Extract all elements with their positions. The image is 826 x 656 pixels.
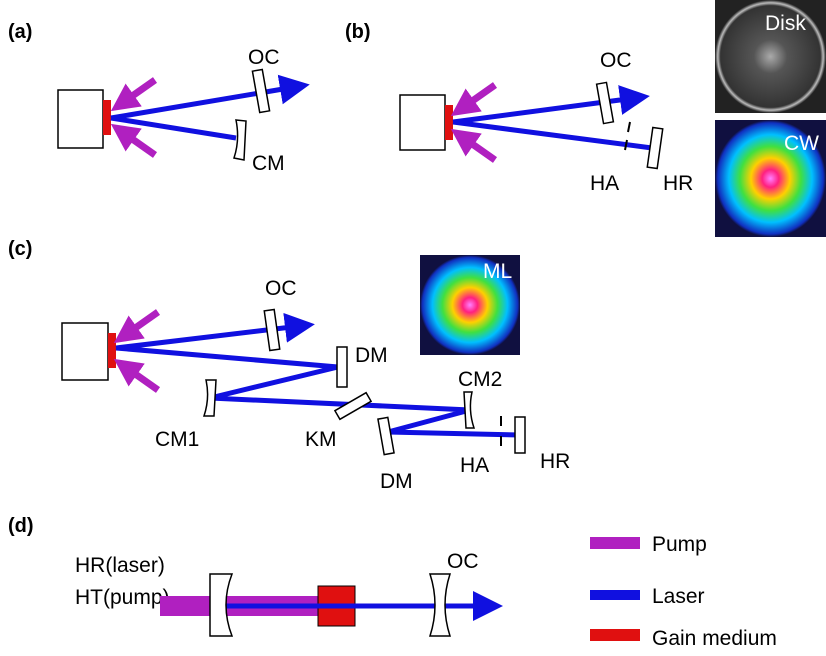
label: OC xyxy=(248,46,280,69)
label: OC xyxy=(265,277,297,300)
label: OC xyxy=(447,550,479,573)
label: OC xyxy=(600,49,632,72)
label: CM xyxy=(252,152,285,175)
panel-d: (d) HR(laser) HT(pump) OC xyxy=(8,515,488,636)
label: HA xyxy=(460,454,489,477)
panel-c: (c) OC DM CM1 KM DM CM2 HA HR ML xyxy=(8,238,570,493)
label: KM xyxy=(305,428,337,451)
panel-label: (b) xyxy=(345,21,371,43)
legend-label: Gain medium xyxy=(652,627,777,650)
legend-label: Pump xyxy=(652,533,707,556)
image-label: Disk xyxy=(765,12,806,35)
diagram: (a) OC CM (b) OC HA HR Disk CW (c) OC DM… xyxy=(0,0,826,656)
legend: Pump Laser Gain medium xyxy=(590,533,777,650)
label: HR xyxy=(663,172,693,195)
panel-label: (a) xyxy=(8,21,32,43)
image-label: ML xyxy=(483,260,512,283)
label: DM xyxy=(380,470,413,493)
label: CM1 xyxy=(155,428,199,451)
label: CM2 xyxy=(458,368,502,391)
label: DM xyxy=(355,344,388,367)
label: HT(pump) xyxy=(75,586,170,609)
panel-label: (c) xyxy=(8,238,32,260)
legend-label: Laser xyxy=(652,585,705,608)
label: HR(laser) xyxy=(75,554,165,577)
label: HA xyxy=(590,172,619,195)
panel-a: (a) OC CM xyxy=(8,21,295,175)
panel-b: (b) OC HA HR Disk CW xyxy=(345,0,826,237)
label: HR xyxy=(540,450,570,473)
image-label: CW xyxy=(784,132,819,155)
panel-label: (d) xyxy=(8,515,34,537)
